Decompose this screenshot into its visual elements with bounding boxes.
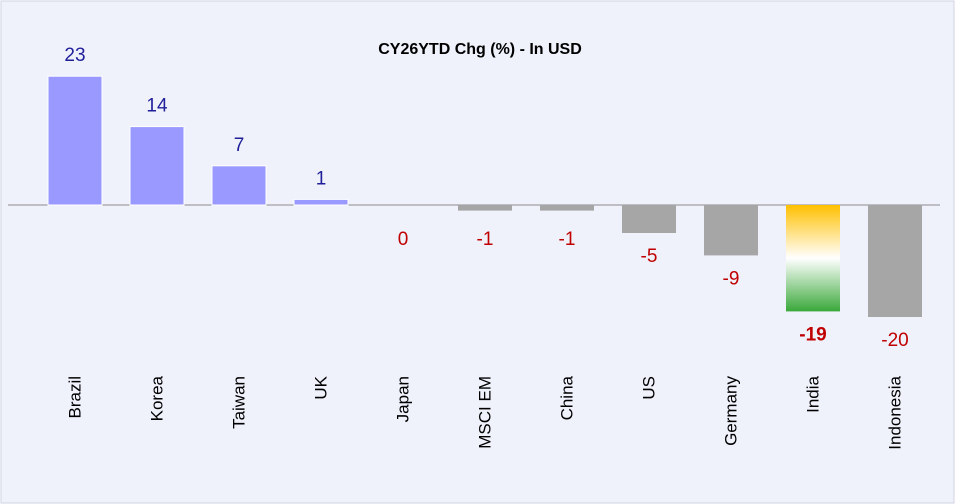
- value-label: 1: [316, 168, 327, 189]
- bar: [293, 198, 349, 206]
- x-tick-label: China: [557, 375, 576, 420]
- value-label: -19: [799, 324, 826, 345]
- bar: [622, 205, 676, 233]
- value-label: 14: [146, 96, 168, 117]
- value-label: -1: [559, 229, 576, 250]
- x-tick-label: Japan: [393, 376, 412, 422]
- x-tick-label: India: [803, 375, 822, 412]
- bar: [129, 126, 185, 206]
- x-tick-label: Indonesia: [885, 375, 904, 449]
- value-label: -5: [641, 246, 658, 267]
- x-tick-label: Korea: [147, 375, 166, 421]
- bar: [211, 165, 267, 206]
- x-tick-label: Brazil: [65, 376, 84, 419]
- x-tick-label: US: [639, 376, 658, 400]
- value-label: 0: [398, 229, 409, 250]
- bar: [47, 75, 103, 206]
- value-label: -9: [723, 268, 740, 289]
- x-tick-label: MSCI EM: [475, 376, 494, 449]
- x-tick-label: Taiwan: [229, 376, 248, 429]
- x-tick-label: Germany: [721, 376, 740, 446]
- bar: [786, 205, 840, 312]
- value-label: 23: [64, 45, 85, 66]
- chart-title: CY26YTD Chg (%) - In USD: [378, 41, 582, 58]
- bar: [540, 205, 594, 211]
- value-label: -1: [477, 229, 494, 250]
- value-label: 7: [234, 135, 245, 156]
- value-label: -20: [881, 330, 908, 351]
- bar: [704, 205, 758, 256]
- bar: [868, 205, 922, 317]
- x-tick-label: UK: [311, 375, 330, 399]
- bar: [458, 205, 512, 211]
